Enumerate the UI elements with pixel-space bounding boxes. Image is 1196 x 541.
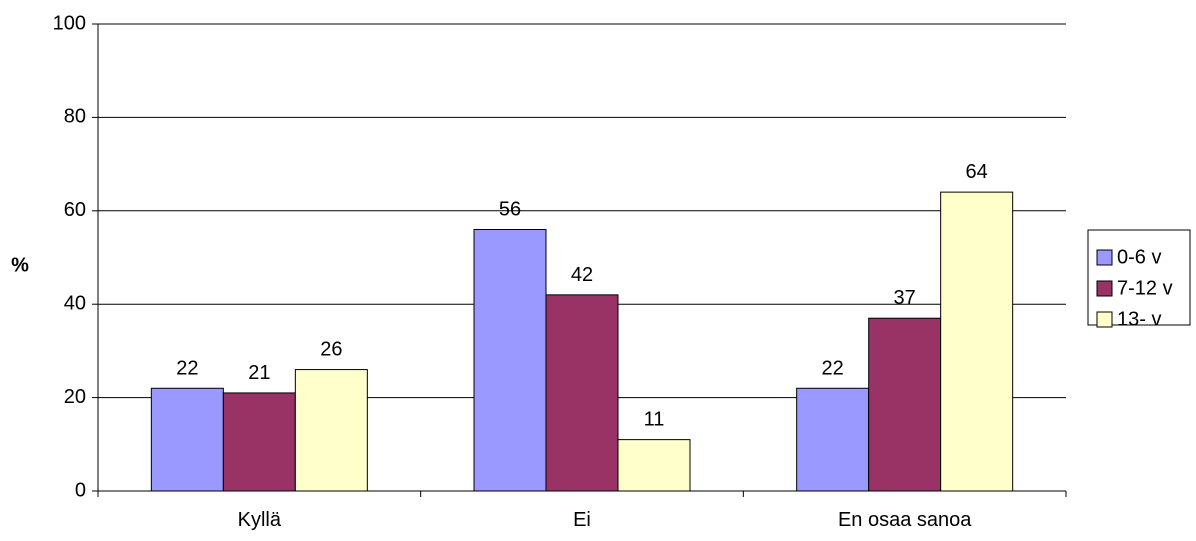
legend-swatch <box>1096 249 1113 266</box>
x-tick-labels: Kyllä Ei En osaa sanoa <box>97 491 1067 531</box>
legend: 0-6 v 7-12 v 13- v <box>1087 229 1191 330</box>
bar-0-6-v-1 <box>150 387 224 492</box>
legend-swatch <box>1096 311 1113 328</box>
data-label: 37 <box>894 287 916 309</box>
bar-13-v-2 <box>617 439 691 492</box>
y-tick-label: 0 <box>75 479 86 501</box>
legend-swatch <box>1096 280 1113 297</box>
data-label: 11 <box>644 409 665 431</box>
y-axis-title: % <box>11 254 29 276</box>
legend-label: 0-6 v <box>1117 246 1161 268</box>
y-tick-label: 20 <box>64 386 86 408</box>
data-label: 64 <box>966 161 988 183</box>
data-label: 56 <box>499 198 521 220</box>
bar-7-12-v-2 <box>545 294 619 492</box>
bar-7-12-v-1 <box>222 392 296 492</box>
y-tick-labels: 0 20 40 60 80 100 <box>53 12 98 501</box>
y-tick-label: 100 <box>53 12 86 34</box>
data-label: 26 <box>320 339 342 361</box>
y-tick-label: 40 <box>64 292 86 314</box>
data-label: 21 <box>248 362 270 384</box>
data-label: 42 <box>571 264 593 286</box>
data-labels: 22 21 26 56 42 11 22 37 64 <box>176 161 988 431</box>
bar-0-6-v-2 <box>473 228 547 492</box>
bar-13-v-3 <box>940 191 1014 492</box>
legend-label: 13- v <box>1117 308 1161 330</box>
axes <box>97 24 1066 492</box>
y-tick-label: 60 <box>64 199 86 221</box>
bar-7-12-v-3 <box>868 317 942 492</box>
legend-box <box>1087 229 1191 326</box>
data-label: 22 <box>822 357 844 379</box>
x-category-label: Kyllä <box>238 509 282 531</box>
bar-13-v-1 <box>294 369 368 492</box>
x-category-label: En osaa sanoa <box>838 509 972 531</box>
x-category-label: Ei <box>573 509 591 531</box>
y-tick-label: 80 <box>64 106 86 128</box>
data-label: 22 <box>176 357 198 379</box>
legend-label: 7-12 v <box>1117 277 1173 299</box>
bars <box>150 191 1014 492</box>
bar-0-6-v-3 <box>796 387 870 492</box>
